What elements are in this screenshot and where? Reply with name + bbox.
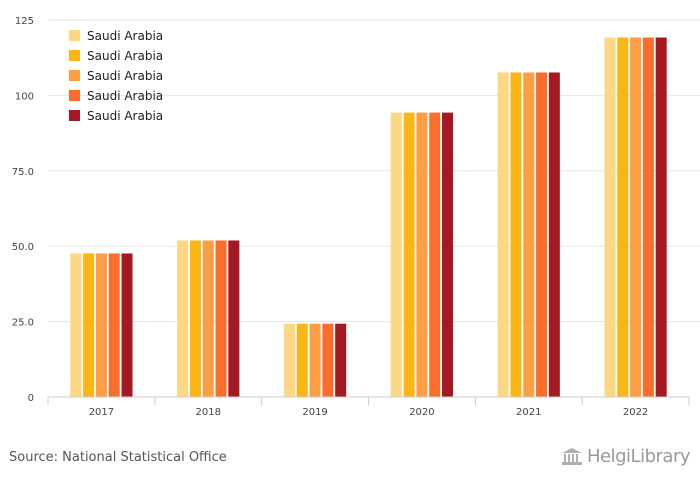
legend-label: Saudi Arabia (87, 89, 163, 103)
legend: Saudi Arabia Saudi Arabia Saudi Arabia Saud… (69, 29, 163, 123)
chart-area: 0 25.0 50.0 75.0 100 125 2017 2018 2019 2020 2021… (12, 16, 700, 418)
bars (70, 37, 667, 398)
bar (108, 253, 120, 397)
bar (95, 253, 107, 397)
bar (523, 72, 535, 398)
x-tick-label: 2020 (409, 407, 434, 418)
legend-swatch (69, 110, 80, 121)
bar (510, 72, 522, 398)
bar (617, 37, 629, 398)
brand-logo[interactable]: HelgiLibrary (561, 446, 690, 467)
x-tick-label: 2022 (623, 407, 648, 418)
bar (642, 37, 654, 398)
bar (228, 240, 240, 397)
bar (403, 112, 415, 398)
x-tick-label: 2019 (302, 407, 327, 418)
bar (604, 37, 616, 398)
y-tick-label: 50.0 (12, 242, 34, 253)
bar (202, 240, 214, 397)
legend-label: Saudi Arabia (87, 109, 163, 123)
y-axis: 0 25.0 50.0 75.0 100 125 (12, 16, 34, 404)
library-building-icon (562, 447, 583, 465)
legend-label: Saudi Arabia (87, 49, 163, 63)
gridlines (48, 19, 700, 323)
legend-swatch (69, 50, 80, 61)
y-tick-label: 75.0 (12, 167, 34, 178)
y-tick-label: 125 (15, 16, 34, 27)
bar (283, 323, 295, 397)
bar (296, 323, 308, 397)
bar (536, 72, 548, 398)
bar (121, 253, 133, 397)
footer: Source: National Statistical Office Helg… (0, 440, 700, 483)
bar (309, 323, 321, 397)
bar (390, 112, 402, 398)
y-tick-label: 100 (15, 91, 34, 102)
x-tick-label: 2021 (516, 407, 541, 418)
bar (83, 253, 95, 397)
legend-swatch (69, 90, 80, 101)
legend-swatch (69, 70, 80, 81)
bar (548, 72, 560, 398)
x-axis: 2017 2018 2019 2020 2021 2022 (47, 396, 690, 418)
bar (322, 323, 334, 397)
bar (189, 240, 201, 397)
x-tick-label: 2018 (196, 407, 221, 418)
bar (630, 37, 642, 398)
legend-label: Saudi Arabia (87, 29, 163, 43)
source-note: Source: National Statistical Office (9, 450, 227, 465)
bar (335, 323, 347, 397)
bar (177, 240, 189, 397)
bar (442, 112, 454, 398)
bar (416, 112, 428, 398)
bar (215, 240, 227, 397)
y-tick-label: 0 (28, 393, 34, 404)
brand-name: HelgiLibrary (587, 446, 690, 467)
bar (70, 253, 82, 397)
y-tick-label: 25.0 (12, 318, 34, 329)
legend-label: Saudi Arabia (87, 69, 163, 83)
x-tick-label: 2017 (89, 407, 114, 418)
bar (655, 37, 667, 398)
legend-swatch (69, 30, 80, 41)
bar (497, 72, 509, 398)
bar (429, 112, 441, 398)
